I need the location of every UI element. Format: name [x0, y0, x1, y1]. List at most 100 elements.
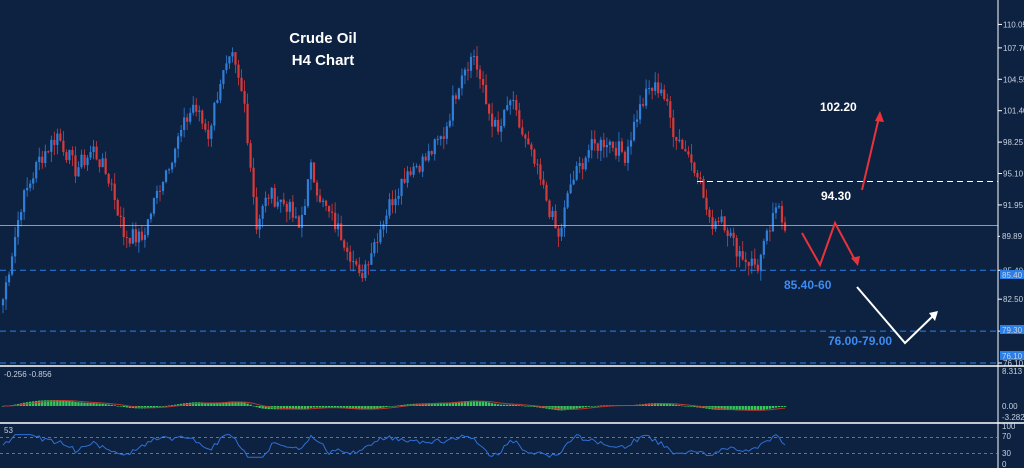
- macd-bar: [47, 400, 50, 406]
- macd-bar: [397, 405, 400, 407]
- bull-candle: [38, 156, 41, 162]
- level-lines: [0, 181, 998, 364]
- bear-candle: [71, 150, 74, 156]
- bull-candle: [506, 105, 509, 110]
- macd-bar: [382, 406, 385, 408]
- macd-bar: [653, 403, 657, 406]
- bull-candle: [448, 120, 451, 127]
- macd-bar: [294, 406, 298, 410]
- bull-candle: [276, 201, 279, 207]
- bear-candle: [780, 206, 784, 223]
- bull-candle: [101, 158, 104, 168]
- bull-candle: [460, 75, 464, 89]
- bull-candle: [131, 229, 134, 244]
- macd-bar: [349, 406, 352, 409]
- bear-candle: [62, 140, 65, 153]
- bear-candle: [687, 151, 690, 155]
- macd-bar: [364, 406, 367, 410]
- price-tick-label: 101.40: [1003, 107, 1024, 116]
- bear-candle: [249, 143, 252, 168]
- macd-bar: [306, 406, 310, 409]
- bear-candle: [95, 146, 98, 160]
- macd-bar: [261, 406, 264, 409]
- level-label-76-79: 76.00-79.00: [828, 334, 892, 348]
- macd-bar: [442, 402, 446, 406]
- macd-bar: [759, 406, 763, 411]
- macd-bar: [122, 406, 125, 408]
- macd-bar: [427, 403, 430, 406]
- bear-candle: [524, 134, 527, 139]
- bear-candle: [641, 104, 645, 106]
- macd-bar: [771, 406, 775, 409]
- bear-candle: [478, 69, 482, 80]
- bear-candle: [125, 237, 128, 239]
- macd-bar: [342, 406, 346, 409]
- bear-candle: [548, 200, 551, 218]
- macd-bar: [279, 406, 282, 410]
- bull-candle: [32, 178, 35, 184]
- macd-bar: [31, 401, 35, 406]
- macd-bar: [560, 406, 563, 411]
- bear-candle: [657, 82, 660, 94]
- bull-candle: [321, 200, 325, 202]
- bear-candle: [273, 187, 276, 207]
- bull-candle: [572, 179, 575, 185]
- level-label-102-20: 102.20: [820, 100, 857, 114]
- bull-candle: [180, 130, 183, 137]
- macd-bar: [572, 406, 575, 410]
- deep-tag: 79.30: [1002, 326, 1023, 335]
- macd-bar: [493, 403, 497, 406]
- macd-bar: [672, 404, 675, 406]
- bear-candle: [611, 141, 614, 148]
- macd-bar: [370, 406, 373, 410]
- macd-bar: [575, 406, 578, 409]
- macd-bar: [768, 406, 772, 409]
- macd-bar: [557, 406, 560, 411]
- bull-candle: [759, 254, 762, 272]
- macd-bar: [454, 401, 458, 406]
- macd-bar: [681, 405, 684, 407]
- bear-candle: [291, 201, 294, 218]
- bull-candle: [288, 201, 291, 212]
- macd-bar: [741, 406, 744, 411]
- bear-candle: [593, 139, 596, 144]
- macd-bar: [684, 405, 687, 407]
- macd-bar: [753, 406, 757, 411]
- macd-bar: [303, 406, 307, 410]
- macd-bar: [469, 400, 473, 406]
- macd-bar: [430, 403, 433, 406]
- macd-bar: [527, 406, 530, 407]
- bear-candle: [602, 139, 605, 148]
- macd-bar: [125, 406, 128, 408]
- bull-candle: [10, 256, 14, 275]
- bull-candle: [605, 145, 608, 148]
- macd-bar: [146, 406, 150, 409]
- macd-bar: [512, 404, 515, 406]
- macd-bar: [750, 406, 753, 411]
- bull-candle: [56, 133, 59, 145]
- macd-bar: [89, 403, 92, 406]
- macd-bar: [376, 406, 379, 409]
- macd-bar: [173, 404, 177, 406]
- bull-candle: [77, 167, 80, 177]
- macd-bar: [762, 406, 766, 410]
- bull-candle: [294, 216, 297, 218]
- bull-candle: [400, 178, 403, 196]
- projection-arrows: [801, 111, 938, 345]
- macd-bar: [503, 404, 506, 406]
- bear-candle: [623, 151, 627, 163]
- macd-bar: [231, 401, 234, 406]
- bull-candle: [192, 104, 195, 113]
- macd-bar: [666, 403, 669, 406]
- bull-candle: [219, 83, 222, 101]
- macd-bar: [403, 404, 406, 406]
- macd-bar: [336, 406, 340, 408]
- macd-bar: [38, 400, 41, 406]
- bull-candle: [626, 146, 630, 163]
- bull-candle: [177, 136, 180, 149]
- bull-candle: [563, 207, 566, 228]
- bear-candle: [651, 87, 654, 91]
- bull-candle: [210, 125, 213, 139]
- bear-candle: [515, 100, 518, 111]
- bull-candle: [35, 161, 38, 179]
